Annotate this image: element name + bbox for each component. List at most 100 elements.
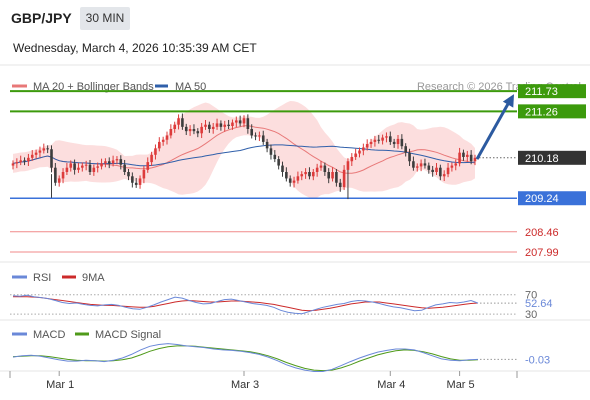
candle-body [312,172,315,177]
candle-body [161,139,165,142]
candle-body [288,178,292,183]
level-tag-resistance [518,104,586,119]
candle-body [373,139,377,142]
candle-body [454,163,458,166]
candle-body [473,157,477,162]
candle-body [446,167,450,175]
candle-body [92,167,96,172]
candle-body [250,129,253,136]
candle-body [335,172,338,183]
candle-body [308,172,311,177]
candle-body [408,152,411,162]
candle-body [392,141,396,145]
xaxis-tick-label: Mar 3 [231,379,259,391]
candle-body [100,163,103,167]
candle-body [396,138,400,145]
candle-body [215,123,219,127]
candle-body [84,164,88,166]
candle-body [254,135,257,137]
candle-body [104,161,107,164]
candle-body [158,141,161,149]
legend-label-rsi: RSI [33,272,51,284]
candle-body [200,126,203,134]
level-label-resistance: 211.73 [525,86,558,98]
candle-body [165,135,169,140]
candles [11,113,477,192]
candle-body [431,169,434,172]
candle-body [242,118,246,124]
candle-body [439,167,442,177]
candle-body [69,163,73,168]
level-label-support: 209.24 [525,193,559,205]
datetime-label: Wednesday, March 4, 2026 10:35:39 AM CET [13,41,257,55]
candle-body [19,160,22,163]
candle-body [150,154,153,163]
candle-body [261,135,265,142]
candle-body [435,167,438,172]
candle-body [338,182,342,188]
candle-body [154,148,157,155]
candle-body [238,120,242,124]
candle-body [23,160,26,162]
candle-body [81,165,84,168]
candle-body [354,153,357,157]
candle-body [38,150,42,153]
candle-body [146,162,150,170]
candle-body [188,129,192,132]
candle-body [204,124,207,127]
candle-body [385,136,388,138]
candle-body [211,126,215,129]
candle-body [54,167,57,183]
candle-body [115,159,119,161]
candle-body [427,165,431,170]
level-tag-resistance [518,84,586,99]
candle-body [107,161,111,164]
legend-label-ma50: MA 50 [175,81,206,93]
candle-body [30,154,34,158]
candle-body [131,176,134,183]
candle-body [119,159,123,165]
candle-body [273,154,277,160]
candle-body [196,131,200,134]
candle-body [323,165,327,172]
candle-body [127,172,130,177]
candle-body [96,166,99,168]
level-label-target: 207.99 [525,247,559,259]
symbol-title: GBP/JPY [11,10,72,26]
level-tag-support [518,191,586,206]
candle-body [342,169,346,188]
candle-body [265,141,269,149]
candle-body [292,180,296,183]
candle-body [377,139,381,141]
candle-body [181,118,184,127]
candle-body [277,159,280,166]
candle-body [15,162,19,164]
candle-body [415,166,419,168]
trend-arrow-shaft [475,101,511,160]
candle-body [315,167,319,172]
candle-body [231,122,234,126]
candle-body [369,141,373,145]
candle-body [61,172,65,179]
candle-body [404,146,407,153]
candle-body [57,178,61,183]
timeframe-button[interactable]: 30 MIN [80,7,130,30]
candle-body [365,144,369,148]
candle-body [184,126,188,132]
candle-body [331,172,334,179]
level-label-current: 210.18 [525,153,559,165]
candle-body [346,161,350,170]
candle-body [42,148,46,151]
candle-body [50,149,53,168]
candle-body [412,161,415,168]
rsi-current-value: 52.64 [525,298,553,310]
candle-body [169,129,173,136]
candle-body [442,174,446,177]
candle-body [173,124,176,129]
candle-body [34,152,38,155]
candle-body [219,123,223,127]
trend-arrow-head [502,94,514,108]
candle-body [300,174,304,177]
candle-body [350,156,354,162]
